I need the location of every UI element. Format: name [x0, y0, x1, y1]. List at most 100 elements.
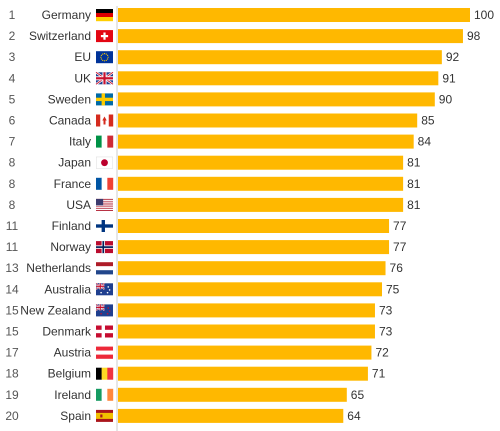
value-label: 72 [375, 346, 389, 360]
bar [118, 92, 435, 107]
rank-label: 19 [5, 388, 19, 402]
flag-es-icon [96, 409, 113, 422]
country-label: Austria [54, 346, 92, 360]
value-label: 73 [379, 303, 393, 317]
value-label: 81 [407, 198, 421, 212]
bar [118, 29, 463, 44]
rank-label: 11 [6, 219, 19, 233]
value-label: 85 [421, 114, 435, 128]
bar [118, 71, 439, 86]
value-label: 75 [386, 282, 400, 296]
rank-label: 8 [9, 198, 16, 212]
row-denmark: 15 Denmark 73 [5, 324, 393, 339]
bar [118, 8, 470, 22]
country-label: USA [66, 198, 91, 212]
country-label: Norway [50, 240, 91, 254]
country-label: Denmark [42, 325, 92, 339]
bar [118, 408, 344, 423]
row-france: 8 France 81 [9, 176, 421, 191]
row-canada: 6 Canada 85 [9, 113, 435, 128]
bar [118, 261, 386, 276]
rank-label: 4 [9, 71, 16, 85]
value-label: 92 [446, 50, 460, 64]
bar [118, 176, 404, 191]
country-label: Ireland [54, 388, 91, 402]
rank-label: 14 [5, 282, 19, 296]
row-norway: 11 Norway 77 [6, 240, 407, 255]
rank-label: 8 [9, 177, 16, 191]
row-uk: 4 UK 91 [9, 71, 456, 86]
country-label: France [54, 177, 92, 191]
flag-us-icon [96, 198, 113, 211]
value-label: 73 [379, 325, 393, 339]
rank-label: 7 [9, 135, 16, 149]
bar [118, 197, 404, 212]
bar [118, 219, 390, 233]
rank-label: 17 [5, 346, 19, 360]
flag-ie-icon [96, 388, 114, 401]
country-label: Italy [69, 135, 91, 149]
rank-label: 2 [9, 29, 16, 43]
country-label: Germany [42, 8, 91, 22]
flag-be-icon [96, 367, 114, 380]
flag-no-icon [96, 241, 113, 254]
value-label: 84 [418, 135, 432, 149]
rank-label: 3 [9, 50, 16, 64]
flag-at-icon [96, 346, 113, 359]
country-label: UK [74, 71, 91, 85]
country-label: Canada [49, 114, 91, 128]
flag-fi-icon [96, 220, 113, 232]
value-label: 81 [407, 156, 421, 170]
bar [118, 366, 368, 381]
row-new-zealand: 15 New Zealand 73 [5, 303, 393, 318]
rank-label: 8 [9, 156, 16, 170]
flag-ca-icon [96, 114, 114, 127]
value-label: 90 [439, 92, 453, 106]
country-label: Finland [52, 219, 91, 233]
row-italy: 7 Italy 84 [9, 134, 432, 149]
bar [118, 155, 404, 170]
bar [118, 240, 390, 255]
value-label: 81 [407, 177, 421, 191]
rank-label: 18 [5, 367, 19, 381]
bar [118, 345, 372, 360]
country-label: Sweden [48, 92, 91, 106]
bars-layer: 1 Germany 100 2 Switzerland 98 3 EU 92 4 UK 91 5 Swed… [5, 8, 494, 423]
row-germany: 1 Germany 100 [9, 8, 494, 22]
value-label: 100 [474, 8, 494, 22]
value-label: 65 [351, 388, 365, 402]
rank-label: 6 [9, 114, 16, 128]
value-label: 64 [347, 409, 361, 423]
bar [118, 113, 418, 128]
row-japan: 8 Japan 81 [9, 155, 421, 170]
country-label: EU [74, 50, 91, 64]
rank-label: 15 [5, 325, 19, 339]
row-finland: 11 Finland 77 [6, 219, 407, 233]
flag-eu-icon [96, 51, 113, 64]
country-label: Australia [44, 282, 91, 296]
value-label: 98 [467, 29, 481, 43]
value-label: 71 [372, 367, 386, 381]
value-label: 77 [393, 219, 407, 233]
row-usa: 8 USA 81 [9, 197, 421, 212]
flag-dk-icon [96, 325, 113, 338]
bar [118, 387, 347, 402]
row-switzerland: 2 Switzerland 98 [9, 29, 481, 44]
row-belgium: 18 Belgium 71 [5, 366, 386, 381]
flag-fr-icon [96, 177, 114, 190]
value-label: 91 [442, 71, 456, 85]
flag-jp-icon [96, 156, 113, 169]
row-australia: 14 Australia 75 [5, 282, 400, 297]
bar [118, 282, 382, 297]
country-label: Netherlands [26, 261, 91, 275]
row-spain: 20 Spain 64 [5, 408, 361, 423]
flag-gb-icon [95, 71, 114, 86]
row-eu: 3 EU 92 [9, 50, 460, 65]
row-ireland: 19 Ireland 65 [5, 387, 365, 402]
bar [118, 134, 414, 149]
flag-nl-icon [96, 262, 113, 275]
value-label: 76 [390, 261, 404, 275]
country-label: Japan [58, 156, 91, 170]
country-label: Spain [60, 409, 91, 423]
